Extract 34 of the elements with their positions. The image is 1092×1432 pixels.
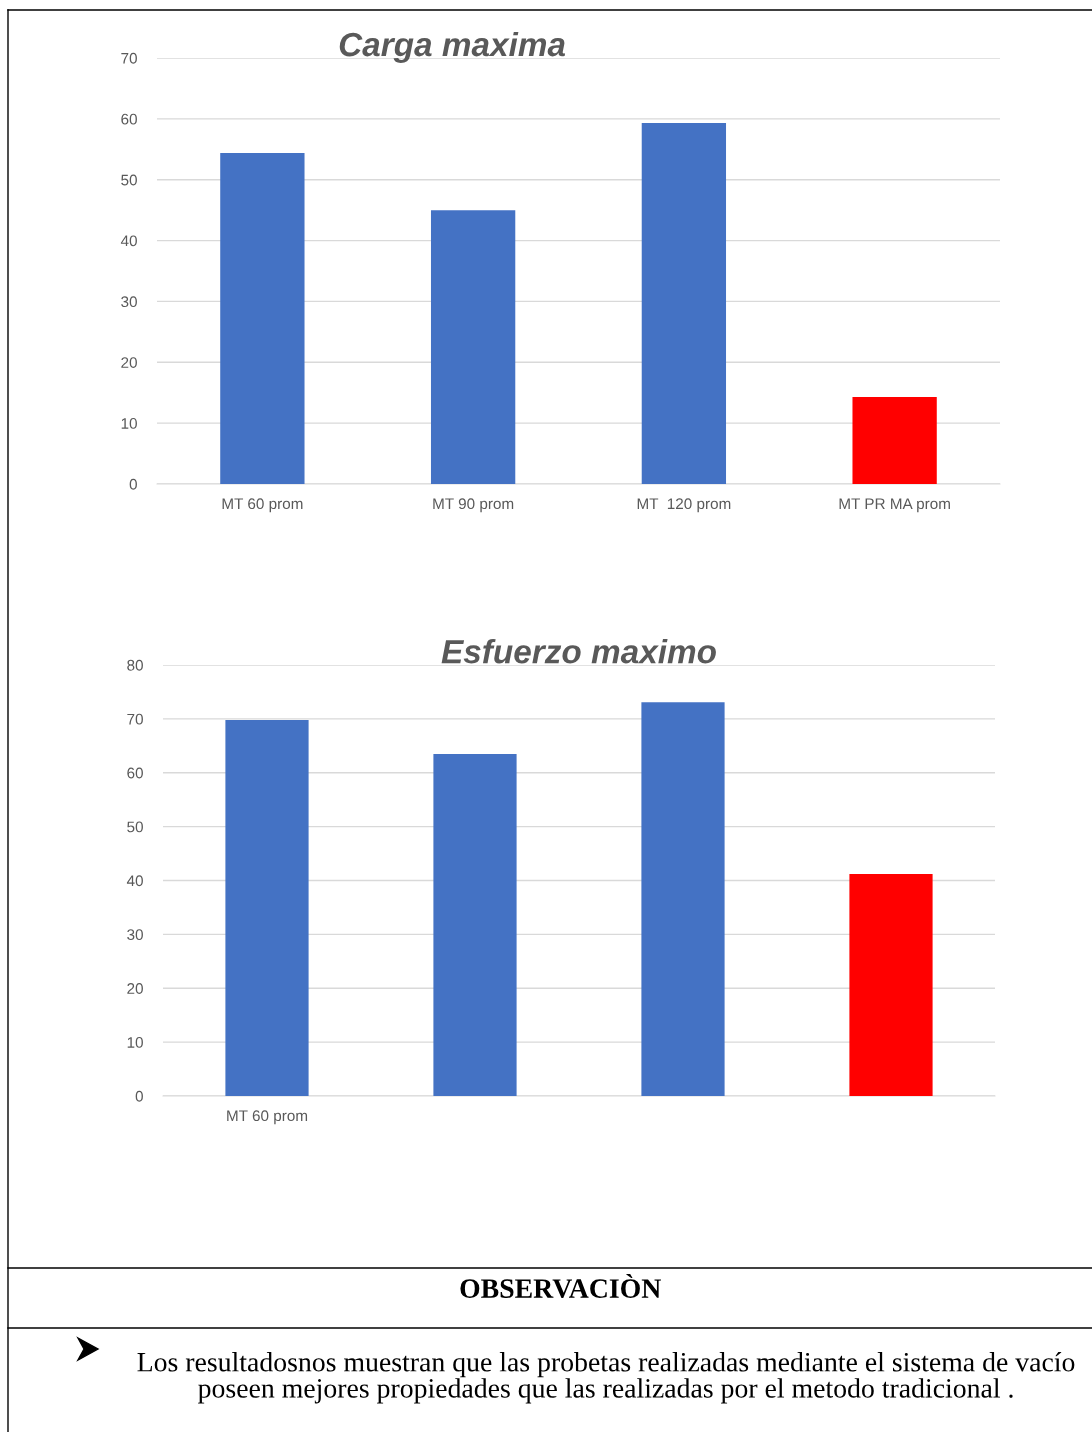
bar bbox=[641, 702, 725, 1096]
bar bbox=[430, 210, 516, 484]
x-tick-label: MT PR MA prom bbox=[839, 498, 950, 513]
y-tick-label: 30 bbox=[121, 296, 137, 308]
y-tick-label: 70 bbox=[121, 52, 137, 64]
bar bbox=[220, 152, 305, 484]
text: Los resultadosnos muestran que las probetas realizadas mediante el sistema de vacío poseen mejores propiedades que las realizadas por el metodo tradicional . bbox=[137, 1352, 1075, 1404]
x-tick-label: MT 120 prom bbox=[637, 498, 731, 513]
y-tick-label: 0 bbox=[129, 478, 137, 490]
text: OBSERVACIÒN bbox=[460, 1273, 661, 1299]
y-tick-label: 30 bbox=[127, 929, 143, 941]
bar bbox=[433, 753, 517, 1096]
y-tick-label: 40 bbox=[120, 235, 137, 247]
y-tick-label: 70 bbox=[127, 713, 143, 725]
x-tick-label: MT 60 prom bbox=[227, 1110, 308, 1125]
y-tick-label: 80 bbox=[127, 659, 143, 671]
bar bbox=[849, 874, 933, 1096]
y-tick-label: 60 bbox=[127, 767, 143, 779]
chart-title: Esfuerzo maximo bbox=[441, 638, 716, 664]
bar bbox=[852, 396, 937, 484]
y-tick-label: 20 bbox=[121, 357, 137, 368]
bar bbox=[225, 719, 309, 1096]
chart-title: Carga maxima bbox=[339, 31, 566, 63]
y-tick-label: 50 bbox=[127, 821, 143, 833]
y-tick-label: 20 bbox=[127, 983, 143, 994]
bar bbox=[641, 123, 727, 484]
y-tick-label: 10 bbox=[127, 1036, 143, 1048]
y-tick-label: 50 bbox=[121, 174, 137, 186]
y-tick-label: 0 bbox=[135, 1090, 143, 1102]
y-tick-label: 10 bbox=[121, 418, 137, 429]
y-tick-label: 60 bbox=[121, 113, 137, 125]
y-tick-label: 40 bbox=[126, 875, 143, 887]
x-tick-label: MT 60 prom bbox=[222, 498, 303, 513]
x-tick-label: MT 90 prom bbox=[433, 498, 514, 513]
